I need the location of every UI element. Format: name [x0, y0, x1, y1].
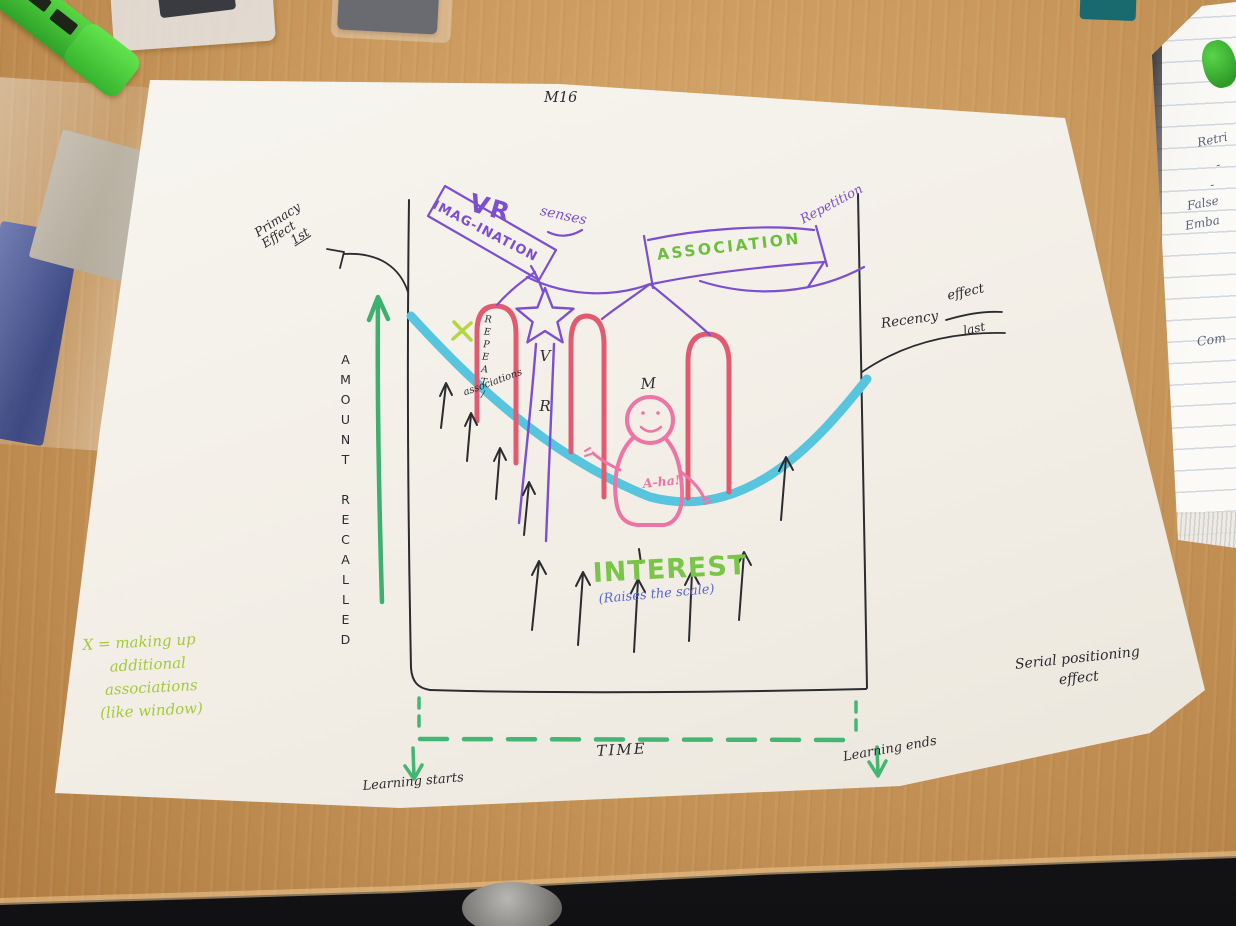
x-mark: [451, 320, 473, 342]
y-axis-label: AMOUNT RECALLED: [338, 352, 353, 652]
recency-pointer: [861, 310, 1006, 373]
interest-curve: [406, 311, 872, 507]
vr-column-label: V R: [536, 347, 554, 422]
stick-figure: [584, 395, 712, 527]
m-label: M: [640, 373, 657, 393]
x-legend: X = making up additional associations (l…: [82, 628, 203, 726]
imagination-box: [426, 184, 584, 282]
x-axis-label: TIME: [596, 739, 648, 760]
time-dashes: [403, 696, 888, 781]
axes: [406, 193, 868, 694]
amount-recalled-arrow: [366, 294, 391, 605]
chair-wheel: [462, 882, 562, 926]
up-arrows: [439, 382, 794, 653]
star: [515, 286, 575, 543]
primacy-pointer: [326, 248, 409, 293]
memory-arcs: [474, 303, 732, 501]
association-box: [642, 224, 829, 290]
purple-connectors: [495, 264, 866, 337]
page-title: M16: [544, 90, 578, 106]
